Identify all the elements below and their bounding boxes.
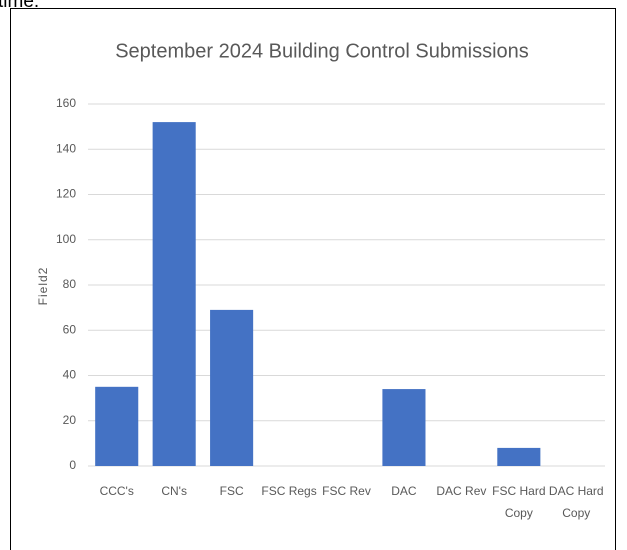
x-tick-label: FSC Rev	[322, 484, 371, 498]
x-tick-label: CCC's	[100, 484, 134, 498]
bar	[497, 447, 541, 466]
y-tick-label: 60	[63, 322, 77, 336]
bar	[152, 122, 196, 466]
x-tick-label: DAC Rev	[436, 484, 486, 498]
x-tick-label: FSC Hard Copy	[492, 484, 545, 520]
bar	[95, 386, 139, 466]
frame	[10, 8, 616, 550]
y-tick-label: 120	[56, 187, 76, 201]
y-tick-label: 80	[63, 277, 77, 291]
x-tick-label: DAC Hard Copy	[549, 484, 604, 520]
x-tick-label: DAC	[391, 484, 417, 498]
y-tick-label: 160	[56, 96, 76, 110]
x-tick-label: FSC Regs	[261, 484, 316, 498]
bar	[382, 389, 426, 466]
y-axis-label: Field2	[36, 267, 50, 306]
y-tick-label: 140	[56, 141, 76, 155]
y-tick-label: 0	[69, 458, 76, 472]
x-tick-label: CN's	[161, 484, 187, 498]
x-tick-label: FSC	[220, 484, 244, 498]
annotation: time.	[0, 0, 39, 12]
bar	[210, 309, 254, 466]
chart-title: September 2024 Building Control Submissi…	[115, 40, 529, 62]
y-tick-label: 100	[56, 232, 76, 246]
y-tick-label: 20	[63, 413, 77, 427]
y-tick-label: 40	[63, 368, 77, 382]
